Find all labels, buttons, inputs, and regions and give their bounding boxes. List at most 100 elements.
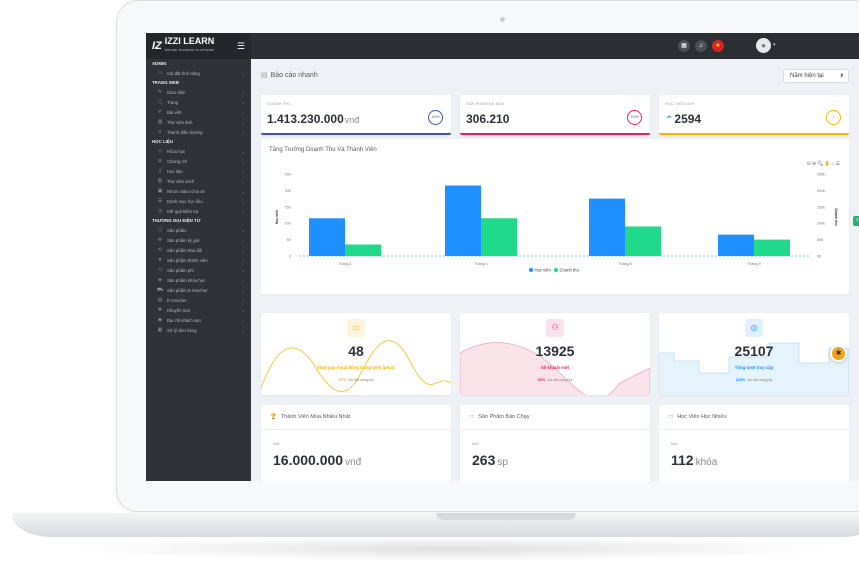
help-tab[interactable]: ?: [853, 216, 859, 226]
sidebar-item-label: Sản phẩm phí: [167, 267, 194, 273]
logo-text: IZZI LEARN: [164, 36, 215, 46]
bell-icon[interactable]: ♫: [695, 40, 707, 52]
stat-sparkline: [460, 342, 650, 395]
y-tick-label-left: 150: [285, 205, 291, 209]
y-axis-title-left: Học viên: [275, 210, 279, 225]
sidebar-item[interactable]: ◈ Sản phẩm khóa học ⌄: [146, 275, 251, 285]
legend-label: Học viên: [535, 268, 552, 273]
sidebar-item-label: Giao diện: [167, 89, 186, 95]
globe-icon: ◎: [745, 319, 763, 337]
stat-value: 25107: [734, 343, 774, 359]
divider: [659, 429, 849, 430]
users-icon: ⚇: [546, 319, 564, 337]
sidebar-item[interactable]: ◉ Địa chỉ khách sạn ⌄: [146, 315, 251, 325]
card-unit: sp: [497, 457, 508, 468]
logo[interactable]: IZZI LEARN ONLINE TRAINING PLATFORM: [165, 37, 215, 55]
card-title: 🏆 Thành Viên Mua Nhiều Nhất: [270, 414, 351, 420]
chart-toolbar[interactable]: ⊖⊕🔍✋⌂☰: [806, 161, 841, 167]
apps-grid-icon[interactable]: ▦: [678, 40, 690, 52]
sidebar-item[interactable]: ▭ Cài đặt tính năng ⌄: [146, 68, 251, 78]
x-tick-label: Tháng 9: [747, 262, 760, 266]
chevron-down-icon: ⌄: [241, 119, 245, 125]
sidebar-item[interactable]: ⛟ Sản phẩm E.Voucher ⌄: [146, 285, 251, 295]
select-caret-icon: ⬍: [839, 73, 844, 79]
sidebar-item-label: Cài đặt tính năng: [167, 70, 200, 76]
stat-comparison: 57% So với cùng kỳ: [338, 378, 374, 382]
sidebar-item[interactable]: ▢ Trang ⌄: [146, 97, 251, 107]
chevron-down-icon: ⌄: [241, 267, 245, 273]
sidebar-item[interactable]: ▣ Nhóm video chia sẻ ⌄: [146, 186, 251, 196]
stat-card: ⚇ 13925 Số khách mới 53% So với cùng kỳ: [460, 313, 650, 395]
sidebar-item[interactable]: ≡ Thanh điều hướng ⌄: [146, 127, 251, 137]
sidebar-item-label: Xử lý đơn hàng: [167, 327, 197, 333]
chevron-down-icon: ⌄: [241, 227, 245, 233]
sidebar-item-label: Sản phẩm ký gửi: [167, 237, 200, 243]
bar-hoc-vien: [445, 185, 481, 256]
sidebar-item-label: Khóa học: [167, 148, 186, 154]
camera-dot: [500, 17, 505, 22]
vietnam-flag-icon[interactable]: ★: [712, 40, 724, 52]
sidebar-item[interactable]: ▤ E.Voucher ⌄: [146, 295, 251, 305]
file-icon: ▯: [158, 168, 162, 174]
hamburger-menu-icon[interactable]: ☰: [236, 40, 245, 51]
sidebar-item[interactable]: ✥ Khuyến mại ⌄: [146, 305, 251, 315]
clock-icon: ◷: [157, 208, 163, 214]
sidebar-item[interactable]: ✐ Bài viết ⌄: [146, 107, 251, 117]
sidebar-item[interactable]: ◎ Chứng chỉ ⌄: [146, 156, 251, 166]
gift-icon: ✥: [157, 307, 163, 313]
chevron-down-icon[interactable]: ▾: [773, 42, 776, 48]
box-icon: ▢: [157, 227, 163, 233]
sidebar-item-label: Thư viện sách: [167, 178, 195, 184]
sidebar-item[interactable]: ✣ Sản phẩm ký gửi ⌄: [146, 235, 251, 245]
page-title: ▤ Báo cáo nhanh: [261, 72, 318, 79]
chevron-down-icon: ⌄: [241, 287, 245, 293]
card-title: ▭ Sản Phẩm Bán Chạy: [469, 414, 530, 420]
fee-icon: ▭: [157, 267, 163, 273]
laptop-base: [12, 513, 859, 537]
sidebar-item[interactable]: ▭ Sản phẩm phí ⌄: [146, 265, 251, 275]
chevron-down-icon: ⌄: [241, 148, 245, 154]
stat-comparison: 53% So với cùng kỳ: [537, 378, 573, 382]
y-tick-label-right: 50b: [817, 238, 823, 242]
chevron-down-icon: ⌄: [241, 178, 245, 184]
kpi-value: 1.413.230.000vnđ: [267, 112, 360, 126]
kpi-unit: vnđ: [344, 115, 360, 125]
stat-value: 13925: [535, 343, 575, 359]
sidebar-item-label: Sản phẩm thành viên: [167, 257, 208, 263]
sidebar-item-label: Khuyến mại: [167, 307, 190, 313]
chevron-down-icon: ⌄: [241, 89, 245, 95]
stat-sparkline: [659, 342, 849, 395]
period-select[interactable]: Năm hiện tại ⬍: [783, 69, 849, 83]
sidebar-item[interactable]: ⟲ Sản phẩm trao đổi ⌄: [146, 245, 251, 255]
y-tick-label-left: 250: [285, 173, 291, 177]
sidebar-item-label: Trang: [167, 99, 179, 105]
y-tick-label-left: 100: [285, 222, 291, 226]
sidebar-item[interactable]: ▨ Thư viện ảnh ⌄: [146, 117, 251, 127]
user-product-icon: ♥: [158, 257, 162, 263]
sidebar-item[interactable]: ◷ Kết quả kiểm tra ⌄: [146, 206, 251, 216]
sidebar-item-label: Thư viện ảnh: [167, 119, 193, 125]
sidebar-item-label: Chứng chỉ: [167, 158, 187, 164]
report-icon: ▤: [261, 72, 268, 79]
support-chat-button[interactable]: ✱: [830, 345, 847, 362]
avatar[interactable]: ●: [756, 38, 771, 53]
sidebar-item-label: E.Voucher: [167, 297, 187, 303]
voucher-icon: ▤: [157, 297, 163, 303]
sidebar-item[interactable]: ▥ Thư viện sách ⌄: [146, 176, 251, 186]
stat-label: Số khách mới: [540, 365, 570, 370]
edit-icon: ✐: [157, 109, 163, 115]
sidebar-item[interactable]: ◇ Khóa học ⌄: [146, 146, 251, 156]
sidebar-item[interactable]: ▢ Sản phẩm ⌄: [146, 225, 251, 235]
sidebar-item[interactable]: ✎ Giao diện ⌄: [146, 87, 251, 97]
y-tick-label-right: 150b: [817, 205, 825, 209]
sidebar-item[interactable]: ♥ Sản phẩm thành viên ⌄: [146, 255, 251, 265]
dashboard-screen: IZ IZZI LEARN ONLINE TRAINING PLATFORM ☰…: [146, 33, 859, 481]
kpi-label: HỌC VIÊN MỚI: [665, 102, 695, 106]
sidebar-item[interactable]: ▦ Xử lý đơn hàng ⌄: [146, 325, 251, 335]
sidebar-item[interactable]: ☰ Danh mục học liệu ⌄: [146, 196, 251, 206]
sidebar-item[interactable]: ▯ Học liệu ⌄: [146, 166, 251, 176]
divider: [460, 429, 650, 430]
stat-percent: 115%: [735, 378, 746, 382]
kpi-card: HỌC VIÊN MỚI ⌃2594 +: [659, 95, 849, 135]
